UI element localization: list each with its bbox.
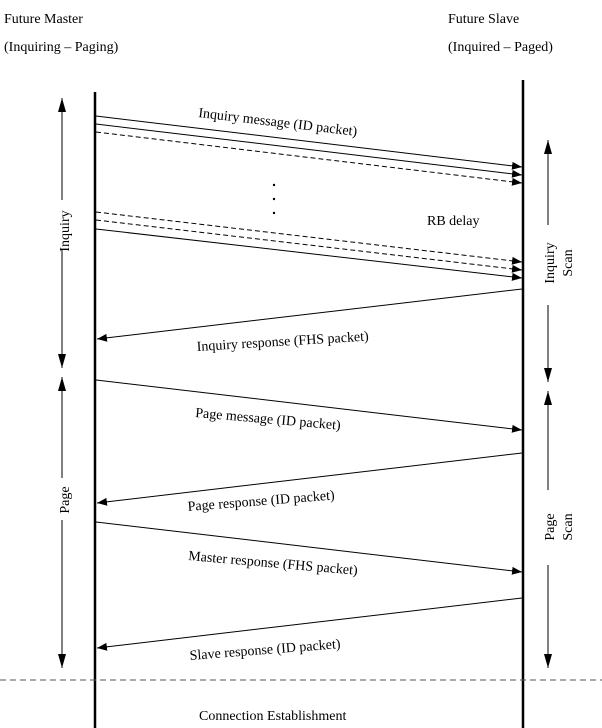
inquiry-message-arrow-1: [95, 115, 523, 170]
inquiry-message-label: Inquiry message (ID packet): [198, 106, 359, 140]
slave-response-arrow: [96, 597, 523, 651]
page-scan-bracket: [544, 391, 552, 668]
slave-response-label: Slave response (ID packet): [189, 637, 341, 664]
master-subtitle: (Inquiring – Paging): [4, 40, 119, 55]
connection-establishment-label: Connection Establishment: [199, 709, 346, 724]
page-message-label: Page message (ID packet): [195, 406, 342, 434]
page-response-label: Page response (ID packet): [187, 488, 335, 515]
inquiry-message-arrow-2: [95, 123, 523, 178]
inquiry-message-arrow-6: [95, 228, 523, 281]
inquiry-message-arrow-3-dashed: [95, 131, 523, 186]
master-title: Future Master: [4, 12, 83, 27]
inquiry-scan-label-1: Inquiry: [543, 242, 558, 283]
page-message-arrow: [95, 379, 523, 433]
page-phase-bracket: [58, 377, 66, 668]
inquiry-response-label: Inquiry response (FHS packet): [196, 329, 369, 355]
page-phase-label: Page: [58, 486, 73, 513]
inquiry-scan-label-2: Scan: [561, 249, 576, 276]
inquiry-phase-label: Inquiry: [58, 210, 73, 251]
page-scan-label-2: Scan: [561, 513, 576, 540]
ellipsis-dots: [272, 183, 276, 215]
inquiry-response-arrow: [96, 288, 523, 342]
page-scan-label-1: Page: [543, 513, 558, 540]
rb-delay-label: RB delay: [427, 214, 480, 229]
inquiry-scan-bracket: [544, 140, 552, 382]
slave-subtitle: (Inquired – Paged): [448, 40, 553, 55]
inquiry-phase-bracket: [58, 98, 66, 368]
master-response-label: Master response (FHS packet): [188, 549, 359, 579]
master-response-arrow: [95, 521, 523, 575]
page-response-arrow: [96, 452, 523, 506]
slave-title: Future Slave: [448, 12, 519, 27]
